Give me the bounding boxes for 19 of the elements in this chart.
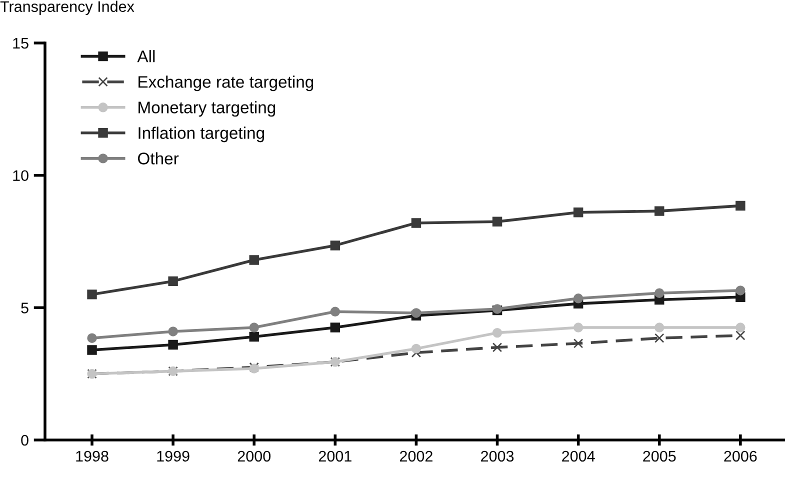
x-tick-label: 2000: [238, 450, 271, 462]
x-tick-label: 2002: [400, 450, 432, 462]
legend-label: Inflation targeting: [138, 126, 264, 142]
y-tick-label: 5: [21, 302, 28, 314]
x-tick-label: 1999: [157, 450, 190, 462]
y-axis-title: Transparency Index: [0, 0, 134, 15]
x-tick-label: 1998: [76, 450, 108, 462]
y-tick-label: 15: [13, 38, 28, 49]
legend-label: Exchange rate targeting: [138, 76, 314, 92]
y-tick-label: 0: [21, 434, 28, 446]
x-tick-label: 2001: [318, 450, 352, 462]
legend-label: All: [137, 50, 155, 62]
x-tick-label: 2003: [481, 450, 514, 462]
x-tick-label: 2004: [562, 450, 595, 462]
y-tick-label: 10: [13, 170, 28, 182]
x-tick-label: 2006: [724, 450, 757, 462]
x-tick-label: 2005: [643, 450, 676, 462]
legend-label: Monetary targeting: [138, 101, 276, 117]
legend-label: Other: [138, 152, 179, 164]
